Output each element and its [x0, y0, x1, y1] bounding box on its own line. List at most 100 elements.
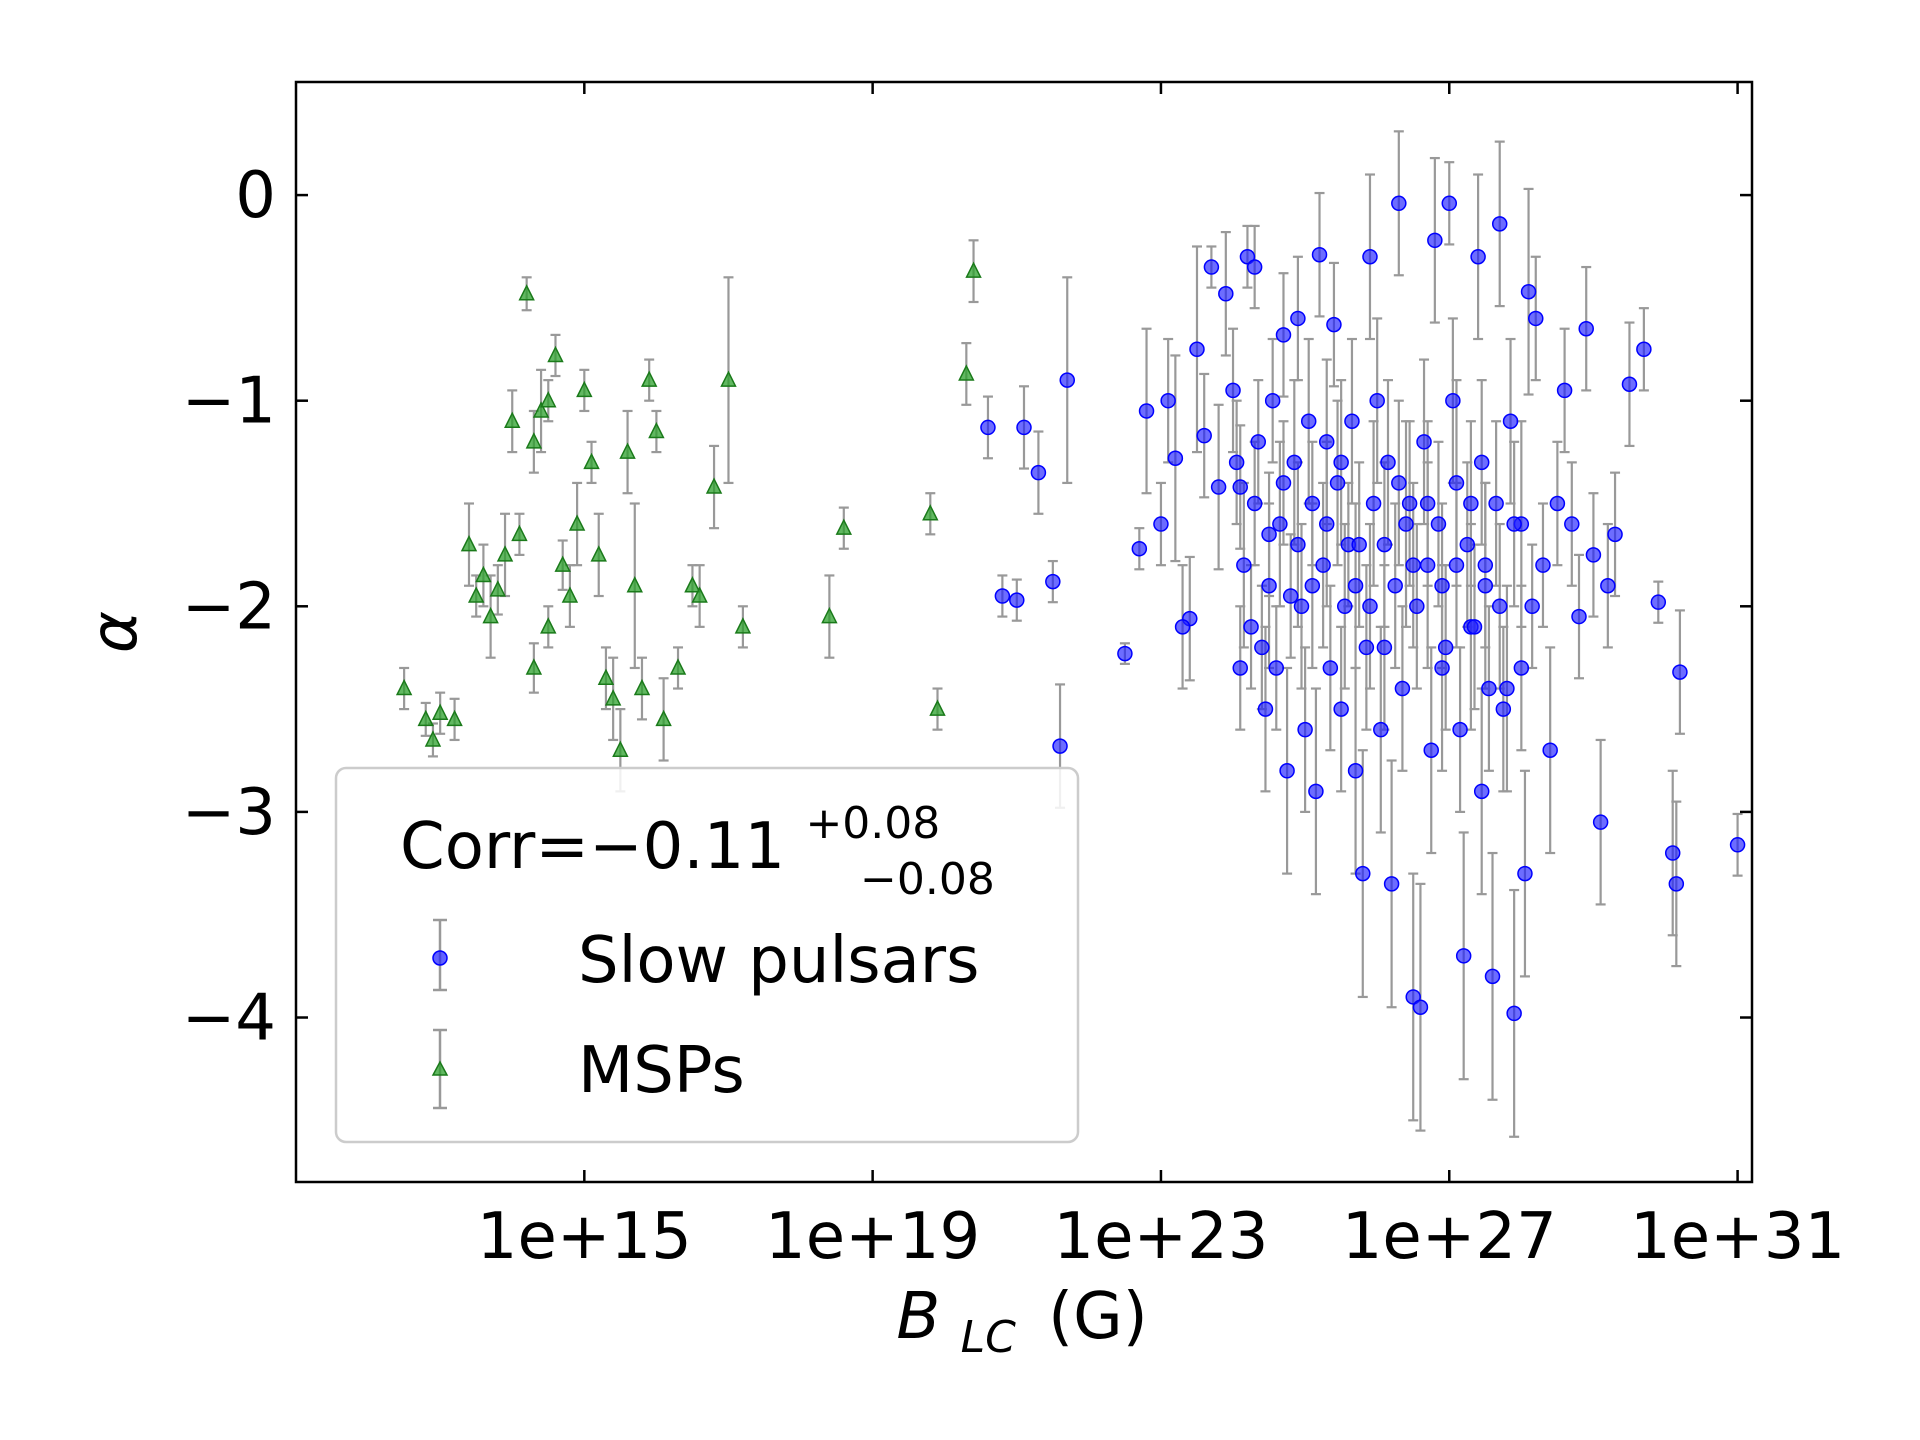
msp-point	[460, 534, 478, 552]
slow-pulsar-point	[1308, 783, 1324, 800]
msp-point	[424, 730, 442, 747]
x-tick-label: 1e+23	[1053, 1200, 1268, 1274]
msp-point	[691, 586, 708, 603]
msp-point	[489, 580, 507, 597]
slow-pulsar-point	[1369, 392, 1385, 409]
slow-pulsar-point	[1445, 392, 1461, 409]
slow-pulsar-point	[1279, 763, 1295, 779]
y-axis-label: α	[78, 611, 152, 653]
slow-pulsar-point	[1524, 598, 1540, 615]
slow-pulsar-point	[1286, 454, 1303, 471]
slow-pulsar-point	[1232, 479, 1248, 495]
slow-pulsar-point	[1344, 413, 1360, 430]
slow-pulsar-point	[1160, 392, 1176, 409]
msp-point	[965, 261, 982, 278]
slow-pulsar-point	[1236, 557, 1252, 573]
slow-pulsar-point	[1542, 742, 1558, 758]
msp-point	[547, 345, 564, 363]
slow-pulsar-point	[1174, 619, 1191, 635]
slow-pulsar-point	[1607, 526, 1623, 543]
slow-pulsar-point	[1481, 680, 1497, 697]
slow-pulsar-point	[1434, 660, 1450, 676]
slow-pulsar-point	[1297, 721, 1313, 738]
msp-point	[684, 576, 701, 593]
slow-pulsar-point	[1600, 577, 1616, 594]
slow-pulsar-point	[1232, 660, 1248, 676]
slow-pulsar-point	[1405, 557, 1421, 573]
slow-pulsar-point	[1347, 763, 1364, 779]
legend-corr-sub: −0.08	[860, 854, 995, 905]
slow-pulsar-point	[1311, 246, 1328, 263]
slow-pulsar-point	[1528, 310, 1544, 327]
slow-pulsar-point	[1376, 639, 1393, 656]
msp-point	[467, 586, 485, 603]
slow-pulsar-point	[1578, 320, 1594, 337]
slow-pulsar-point	[1355, 865, 1371, 882]
slow-pulsar-point	[1009, 592, 1025, 608]
slow-pulsar-point	[1045, 573, 1061, 590]
slow-pulsar-point	[1282, 588, 1299, 604]
slow-pulsar-point	[1502, 413, 1519, 430]
slow-pulsar-point	[1517, 865, 1533, 882]
slow-pulsar-point	[1571, 608, 1587, 625]
msp-point	[532, 401, 550, 418]
msp-point	[705, 477, 723, 494]
slow-pulsar-point	[1376, 536, 1393, 553]
slow-pulsar-point	[1257, 701, 1274, 717]
slow-pulsar-point	[1261, 526, 1277, 543]
slow-pulsar-point	[1391, 475, 1407, 491]
slow-pulsar-point	[1380, 454, 1396, 471]
slow-pulsar-point	[1030, 464, 1047, 481]
slow-pulsar-point	[1218, 286, 1234, 302]
slow-pulsar-point	[1138, 403, 1155, 419]
slow-pulsar-point	[1473, 454, 1490, 471]
slow-pulsar-point	[1621, 376, 1638, 392]
x-axis-label: B LC (G)	[896, 1280, 1147, 1368]
x-tick-label: 1e+27	[1342, 1200, 1557, 1274]
slow-pulsar-point	[1373, 721, 1389, 738]
slow-pulsar-point	[1491, 598, 1508, 615]
slow-pulsar-point	[1448, 475, 1465, 491]
slow-pulsar-point	[1275, 475, 1292, 491]
slow-pulsar-point	[1362, 249, 1378, 265]
legend-corr-sup: +0.08	[805, 798, 940, 849]
slow-pulsar-point	[1416, 434, 1432, 450]
msp-point	[821, 606, 838, 624]
y-tick-label: −1	[182, 365, 276, 439]
slow-pulsar-point	[1290, 536, 1306, 553]
slow-pulsar-point	[1477, 557, 1494, 573]
slow-pulsar-point	[1383, 876, 1400, 892]
msp-point	[835, 518, 853, 535]
slow-pulsar-point	[1556, 382, 1573, 399]
msp-point	[655, 709, 672, 727]
slow-pulsar-point	[1304, 495, 1321, 512]
legend-box	[334, 766, 1080, 1144]
slow-pulsar-point	[1387, 577, 1403, 594]
slow-pulsar-point	[1333, 454, 1349, 471]
slow-pulsar-point	[1513, 660, 1530, 676]
slow-pulsar-point	[1491, 216, 1508, 232]
slow-pulsar-point	[1290, 310, 1306, 327]
msp-point	[568, 514, 586, 531]
msp-point	[648, 421, 665, 439]
slow-pulsar-point	[1470, 249, 1486, 265]
msp-point	[504, 411, 521, 429]
slow-pulsar-point	[1441, 195, 1458, 212]
slow-pulsar-point	[1650, 594, 1667, 610]
slow-pulsar-point	[1268, 660, 1285, 676]
msp-point	[619, 442, 636, 459]
slow-pulsar-point	[1401, 495, 1418, 512]
x-tick-label: 1e+19	[765, 1200, 980, 1274]
plot-frame	[294, 80, 1754, 1184]
slow-pulsar-point	[1473, 783, 1490, 800]
slow-pulsar-point	[1347, 577, 1364, 594]
msp-point	[597, 668, 615, 686]
msp-point	[395, 678, 413, 696]
slow-pulsar-point	[1484, 968, 1501, 985]
slow-pulsar-point	[1167, 450, 1184, 467]
msp-point	[669, 658, 687, 675]
msp-point	[446, 709, 463, 727]
legend-msp-marker	[431, 1060, 449, 1076]
slow-pulsar-point	[1293, 598, 1310, 615]
